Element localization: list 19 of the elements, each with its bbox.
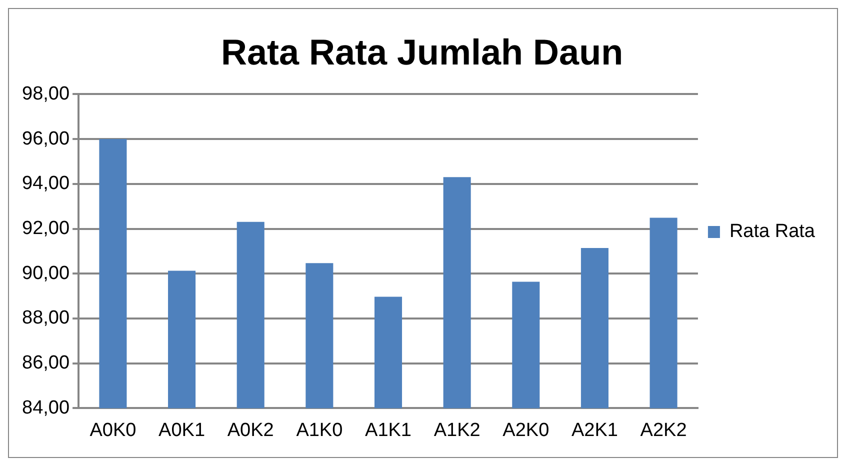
y-tick-label: 90,00 <box>22 262 70 284</box>
x-tick-label: A0K1 <box>158 420 206 441</box>
y-tick-label: 84,00 <box>22 397 70 418</box>
x-tick-label: A1K1 <box>365 420 412 441</box>
x-tick-label: A2K0 <box>502 420 550 441</box>
y-tick-label: 94,00 <box>22 173 70 194</box>
x-tick-label: A1K0 <box>296 420 343 441</box>
x-tick-label: A0K2 <box>227 420 274 441</box>
x-tick-label: A2K2 <box>640 420 687 441</box>
legend-label: Rata Rata <box>729 221 816 242</box>
y-tick-label: 92,00 <box>22 218 70 240</box>
y-tick-label: 88,00 <box>22 308 70 329</box>
y-tick-label: 96,00 <box>22 128 70 150</box>
x-tick-label: A2K1 <box>571 420 618 441</box>
x-tick-label: A1K2 <box>434 420 480 441</box>
y-tick-label: 86,00 <box>22 352 70 374</box>
chart-title: Rata Rata Jumlah Daun <box>220 32 624 73</box>
y-tick-label: 98,00 <box>22 83 70 104</box>
x-tick-label: A0K0 <box>90 420 136 441</box>
